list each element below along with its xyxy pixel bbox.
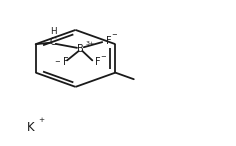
Text: +: + xyxy=(38,117,44,123)
Text: F: F xyxy=(63,57,68,67)
Text: H: H xyxy=(50,27,57,36)
Text: C: C xyxy=(50,37,57,47)
Text: −: − xyxy=(54,59,60,65)
Text: F: F xyxy=(106,36,112,46)
Text: F: F xyxy=(95,57,100,67)
Text: −: − xyxy=(112,32,117,38)
Text: −: − xyxy=(100,54,105,60)
Text: 3+: 3+ xyxy=(86,41,95,46)
Text: K: K xyxy=(27,120,34,134)
Text: B: B xyxy=(77,44,84,54)
